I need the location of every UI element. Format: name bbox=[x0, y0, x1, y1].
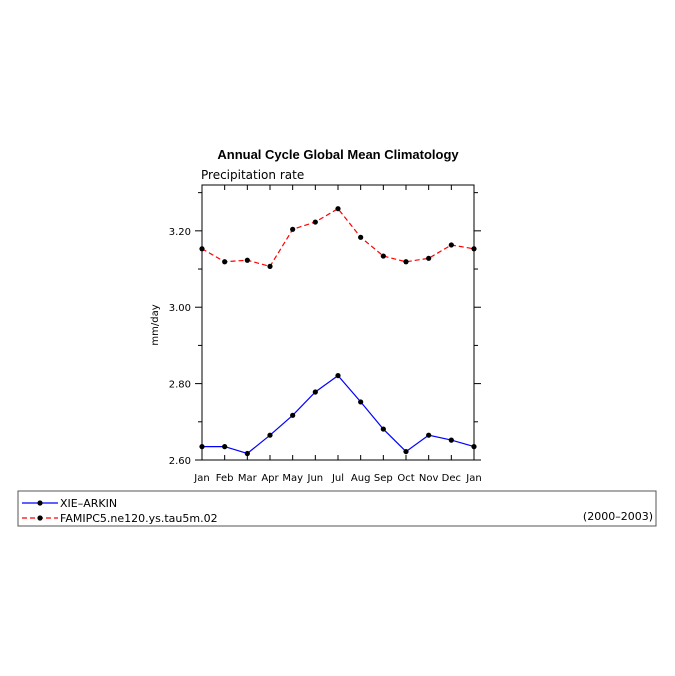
legend-label-1: FAMIPC5.ne120.ys.tau5m.02 bbox=[60, 512, 218, 525]
series-1-point-9 bbox=[403, 259, 409, 265]
legend-label-0: XIE–ARKIN bbox=[60, 497, 117, 510]
series-1-point-8 bbox=[380, 253, 386, 259]
x-tick-label-11: Dec bbox=[442, 473, 461, 484]
series-1-point-3 bbox=[267, 263, 273, 269]
series-0-point-1 bbox=[222, 444, 228, 450]
x-tick-label-3: Apr bbox=[261, 473, 279, 484]
y-tick-label-2: 3.00 bbox=[169, 303, 191, 314]
x-tick-label-10: Nov bbox=[419, 473, 439, 484]
chart-subtitle: Precipitation rate bbox=[201, 168, 304, 182]
series-1-point-5 bbox=[312, 219, 318, 225]
series-0-point-0 bbox=[199, 444, 205, 450]
x-tick-label-4: May bbox=[282, 473, 303, 484]
series-0-point-5 bbox=[312, 389, 318, 395]
series-1-point-10 bbox=[426, 255, 432, 261]
x-tick-label-7: Aug bbox=[351, 473, 371, 484]
x-tick-label-0: Jan bbox=[193, 473, 209, 484]
x-tick-label-5: Jun bbox=[307, 473, 324, 484]
series-0-point-12 bbox=[471, 444, 477, 450]
legend-marker-1 bbox=[37, 515, 43, 521]
series-1-point-1 bbox=[222, 259, 228, 265]
legend-period-note: (2000–2003) bbox=[583, 510, 653, 523]
x-tick-label-2: Mar bbox=[238, 473, 258, 484]
legend-box bbox=[17, 490, 657, 527]
series-layer bbox=[199, 206, 477, 457]
series-1-point-7 bbox=[358, 234, 364, 240]
x-tick-label-1: Feb bbox=[216, 473, 234, 484]
series-0-point-7 bbox=[358, 399, 364, 405]
series-1-point-4 bbox=[290, 226, 296, 232]
series-0-point-3 bbox=[267, 432, 273, 438]
chart-title: Annual Cycle Global Mean Climatology bbox=[217, 147, 459, 162]
legend: XIE–ARKIN FAMIPC5.ne120.ys.tau5m.02 bbox=[22, 497, 218, 525]
series-1-point-0 bbox=[199, 246, 205, 252]
series-0-point-6 bbox=[335, 372, 341, 379]
series-1-point-12 bbox=[471, 246, 477, 252]
series-1-point-11 bbox=[448, 242, 454, 248]
x-tick-label-12: Jan bbox=[465, 473, 481, 484]
series-0-point-11 bbox=[448, 437, 454, 443]
y-axis-label: mm/day bbox=[150, 304, 161, 345]
series-0-point-2 bbox=[244, 450, 250, 457]
x-tick-label-8: Sep bbox=[374, 473, 393, 484]
y-tick-label-1: 2.80 bbox=[169, 380, 191, 391]
series-0-point-8 bbox=[380, 426, 386, 432]
series-1-point-6 bbox=[335, 206, 341, 212]
y-tick-label-0: 2.60 bbox=[169, 456, 191, 467]
y-tick-label-3: 3.20 bbox=[169, 227, 191, 238]
series-0-point-10 bbox=[426, 432, 432, 438]
axis-ticks: Jan Feb Mar Apr May Jun Jul Aug Sep Oct Nov Dec Jan2… bbox=[169, 185, 482, 484]
plot-frame bbox=[201, 184, 475, 461]
series-0-point-4 bbox=[290, 412, 296, 418]
legend-marker-0 bbox=[37, 500, 43, 506]
x-tick-label-6: Jul bbox=[331, 473, 344, 484]
series-0-point-9 bbox=[403, 448, 409, 455]
series-1-point-2 bbox=[244, 257, 250, 263]
x-tick-label-9: Oct bbox=[397, 473, 414, 484]
series-line-1 bbox=[201, 207, 475, 268]
series-line-0 bbox=[202, 374, 475, 455]
